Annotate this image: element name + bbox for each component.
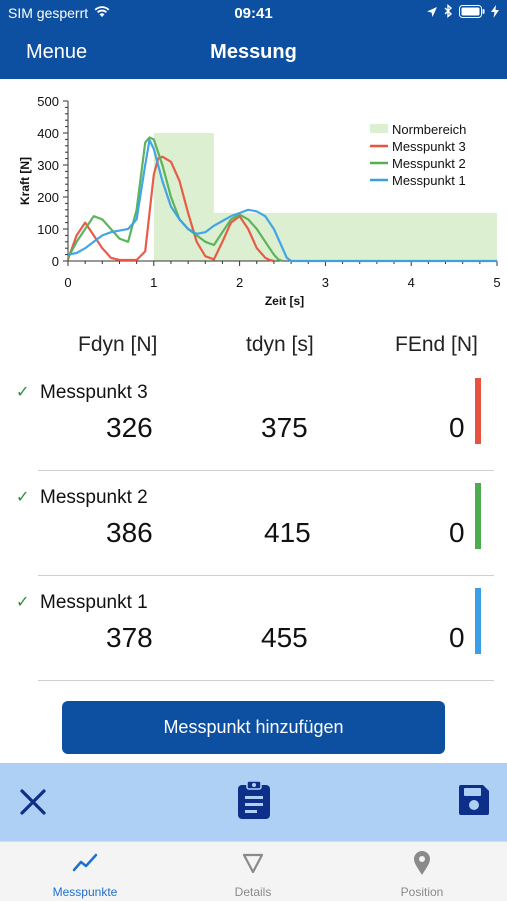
header-fdyn: Fdyn [N]	[78, 333, 158, 356]
row-divider	[38, 575, 494, 576]
fdyn-value: 378	[106, 622, 153, 653]
measurement-row-1[interactable]: ✓ Messpunkt 1 378 455 0	[0, 586, 507, 691]
tab-details[interactable]: Details	[168, 842, 338, 901]
fdyn-value: 386	[106, 517, 153, 548]
x-tick-label: 3	[322, 275, 329, 290]
battery-icon	[459, 4, 485, 21]
x-tick-label: 4	[408, 275, 415, 290]
carrier-label: SIM gesperrt	[8, 5, 89, 21]
measurement-name: Messpunkt 1	[40, 592, 148, 613]
row-divider	[38, 680, 494, 681]
status-bar: SIM gesperrt 09:41	[0, 0, 507, 28]
save-icon[interactable]	[457, 783, 491, 822]
add-measurement-button[interactable]: Messpunkt hinzufügen	[62, 701, 445, 754]
tab-bar: Messpunkte Details Position	[0, 841, 507, 901]
measurement-name: Messpunkt 3	[40, 382, 148, 403]
norm-region-band	[213, 213, 498, 261]
y-tick-label: 500	[37, 94, 59, 109]
y-axis-label: Kraft [N]	[18, 157, 32, 205]
y-tick-label: 200	[37, 190, 59, 205]
line-chart-icon	[72, 851, 98, 880]
series-line-1	[67, 138, 497, 263]
y-tick-label: 300	[37, 158, 59, 173]
series-line-2	[67, 136, 283, 263]
clock: 09:41	[234, 5, 273, 22]
x-tick-label: 5	[493, 275, 500, 290]
bluetooth-icon	[444, 4, 453, 21]
legend-swatch-norm	[370, 124, 388, 133]
tdyn-value: 455	[261, 622, 308, 653]
series-color-bar	[475, 483, 481, 549]
location-arrow-icon	[426, 5, 438, 21]
app-header: SIM gesperrt 09:41 Menue Messung	[0, 0, 507, 79]
legend-label: Messpunkt 2	[392, 156, 466, 171]
series-line-3	[66, 155, 275, 263]
action-toolbar	[0, 763, 507, 841]
check-icon: ✓	[16, 384, 30, 401]
tdyn-value: 375	[261, 412, 308, 443]
wifi-icon	[94, 5, 110, 21]
fend-value: 0	[449, 412, 465, 443]
force-time-chart: 0 100 200 300 400 500 0 1 2 3 4 5 Zeit [s] Kraft [N] N…	[18, 94, 501, 308]
triangle-icon	[242, 852, 264, 877]
clipboard-icon[interactable]	[236, 780, 272, 825]
tab-label: Messpunkte	[52, 885, 118, 899]
measurement-name: Messpunkt 2	[40, 487, 148, 508]
y-tick-label: 400	[37, 126, 59, 141]
y-tick-label: 0	[52, 254, 59, 269]
legend-label: Normbereich	[392, 122, 466, 137]
fend-value: 0	[449, 517, 465, 548]
x-tick-label: 0	[64, 275, 71, 290]
tab-label: Position	[400, 885, 444, 899]
x-tick-label: 1	[150, 275, 157, 290]
tab-position[interactable]: Position	[337, 842, 507, 901]
legend-label: Messpunkt 3	[392, 139, 466, 154]
x-tick-label: 2	[236, 275, 243, 290]
fend-value: 0	[449, 622, 465, 653]
series-color-bar	[475, 588, 481, 654]
measurement-row-3[interactable]: ✓ Messpunkt 3 326 375 0	[0, 376, 507, 481]
fdyn-value: 326	[106, 412, 153, 443]
page-title: Messung	[210, 41, 297, 63]
row-divider	[38, 470, 494, 471]
close-icon[interactable]	[19, 788, 47, 821]
measurement-row-2[interactable]: ✓ Messpunkt 2 386 415 0	[0, 481, 507, 586]
header-tdyn: tdyn [s]	[246, 333, 314, 356]
menu-button[interactable]: Menue	[26, 41, 88, 63]
location-pin-icon	[413, 850, 431, 879]
header-fend: FEnd [N]	[395, 333, 478, 356]
series-color-bar	[475, 378, 481, 444]
check-icon: ✓	[16, 489, 30, 506]
tab-messpunkte[interactable]: Messpunkte	[0, 842, 170, 901]
y-tick-label: 100	[37, 222, 59, 237]
charging-bolt-icon	[491, 4, 499, 21]
check-icon: ✓	[16, 594, 30, 611]
tab-label: Details	[234, 885, 272, 899]
x-axis-label: Zeit [s]	[265, 294, 304, 308]
legend-label: Messpunkt 1	[392, 173, 466, 188]
tdyn-value: 415	[264, 517, 311, 548]
